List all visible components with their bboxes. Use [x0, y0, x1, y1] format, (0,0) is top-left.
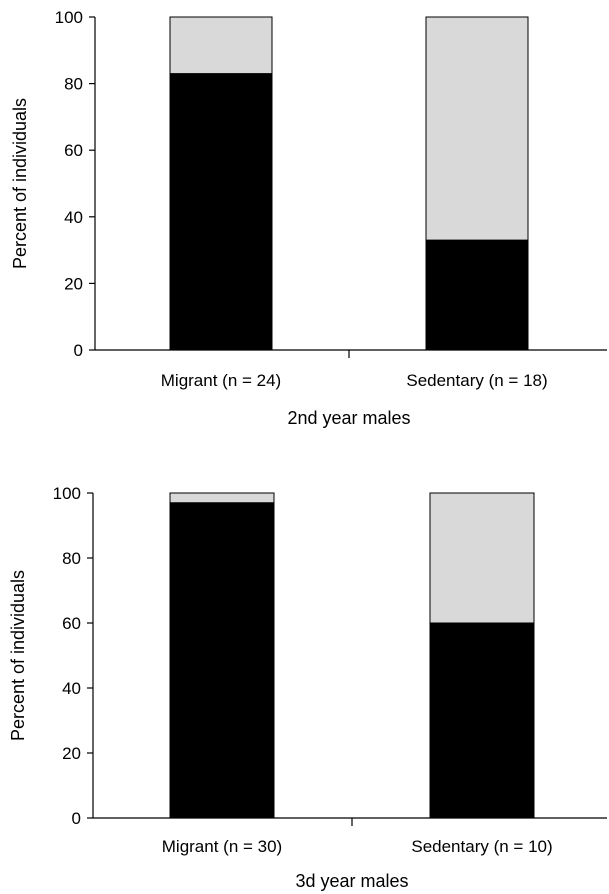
bar-upper-0 [169, 492, 275, 504]
y-tick-label: 100 [55, 8, 83, 27]
category-label: Migrant (n = 30) [162, 837, 282, 856]
x-axis-title: 3d year males [295, 871, 408, 891]
bar-lower-0 [169, 73, 273, 351]
y-tick-label: 80 [64, 75, 83, 94]
panel-2nd-year-males: 0 20 40 60 80 100 Migrant (n = 24) Sedentary (n… [10, 8, 607, 428]
y-tick-label: 100 [53, 484, 81, 503]
y-tick-label: 40 [64, 208, 83, 227]
y-tick-label: 60 [64, 141, 83, 160]
bar-lower-1 [429, 622, 535, 819]
x-axis-title: 2nd year males [287, 408, 410, 428]
bar-upper-1 [425, 16, 529, 241]
y-tick-label: 0 [74, 341, 83, 360]
y-axis-title: Percent of individuals [8, 570, 28, 741]
bar-upper-1 [429, 492, 535, 624]
bar-upper-0 [169, 16, 273, 75]
y-tick-label: 0 [72, 809, 81, 828]
y-axis-title: Percent of individuals [10, 98, 30, 269]
y-tick-label: 60 [62, 614, 81, 633]
y-tick-label: 80 [62, 549, 81, 568]
y-tick-label: 20 [64, 274, 83, 293]
category-label: Migrant (n = 24) [161, 371, 281, 390]
y-tick-label: 20 [62, 744, 81, 763]
category-label: Sedentary (n = 18) [406, 371, 547, 390]
bar-lower-0 [169, 502, 275, 819]
y-tick-label: 40 [62, 679, 81, 698]
bar-lower-1 [425, 239, 529, 351]
category-label: Sedentary (n = 10) [411, 837, 552, 856]
panel-3d-year-males: 0 20 40 60 80 100 Migrant (n = 30) Sedentary (n… [8, 484, 607, 891]
